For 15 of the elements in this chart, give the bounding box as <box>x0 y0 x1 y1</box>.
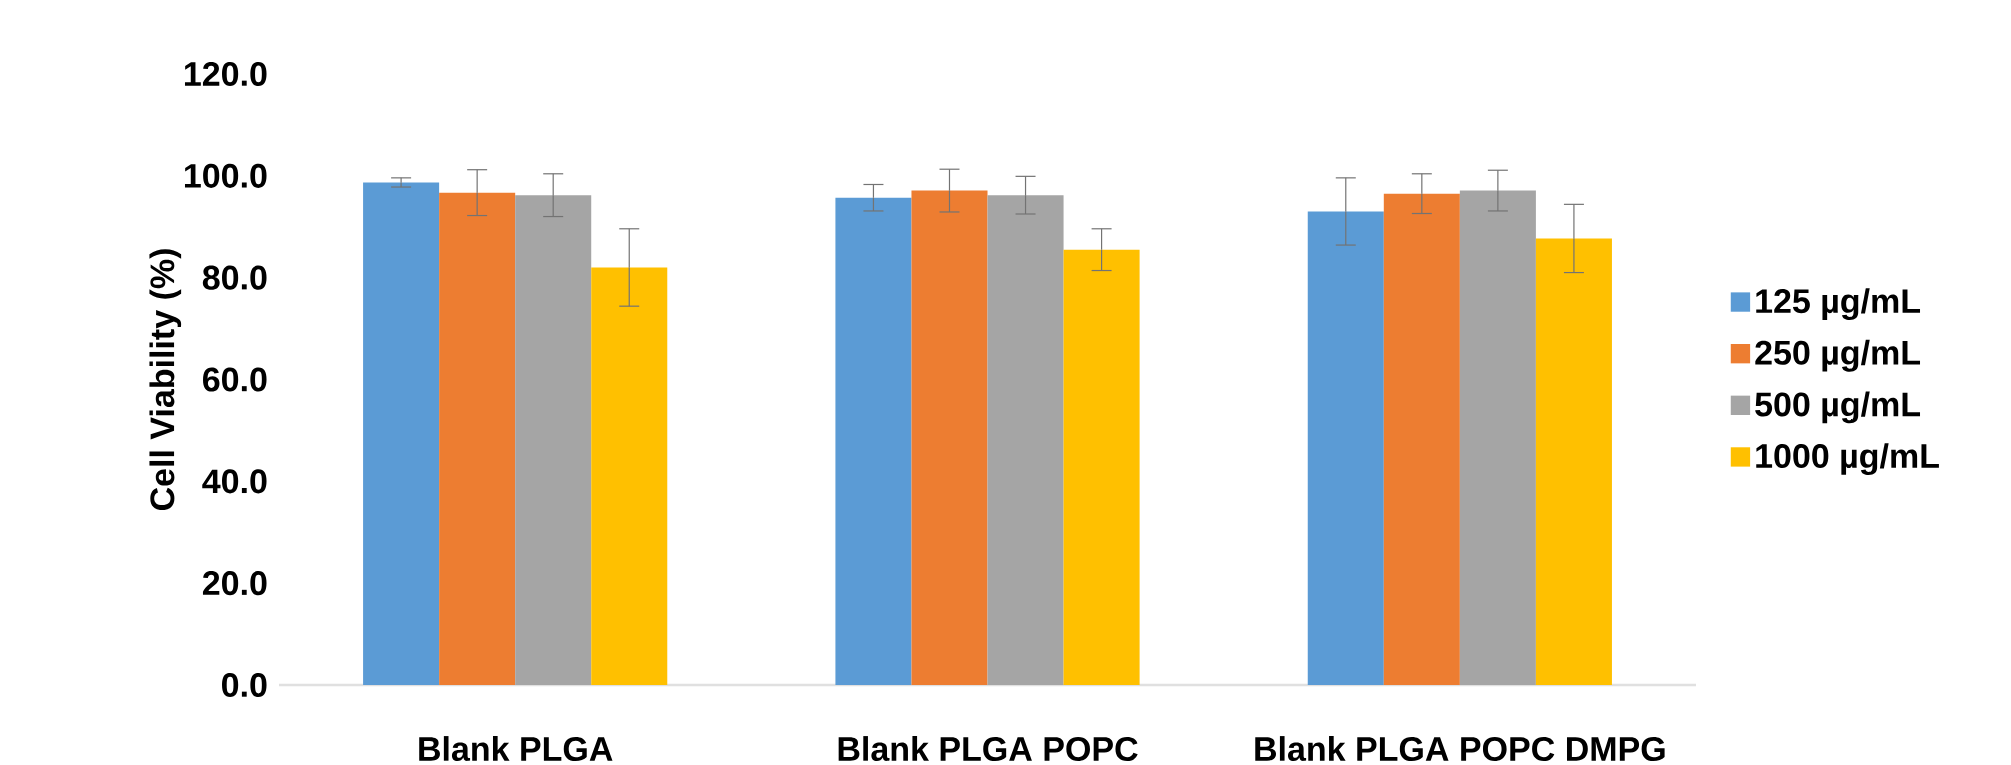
y-tick-label: 0.0 <box>222 672 267 698</box>
y-tick-label: 100.0 <box>184 163 267 188</box>
legend-label: 125 µg/mL <box>1756 288 1921 321</box>
y-tick-label: 60.0 <box>203 367 267 392</box>
y-tick-label: 80.0 <box>202 265 267 290</box>
y-tick-label: 20.0 <box>202 571 267 596</box>
y-tick-label: 40.0 <box>202 469 267 494</box>
y-tick-label: 120.0 <box>184 61 267 87</box>
legend-label: 250 µg/mL <box>1755 339 1921 372</box>
x-tick-label: Blank PLGA POPC <box>838 736 1138 762</box>
y-axis-title: Cell Viability (%) <box>149 249 182 511</box>
x-tick-label: Blank PLGA <box>419 736 613 762</box>
x-tick-label: Blank PLGA POPC DMPG <box>1255 736 1665 762</box>
legend-label: 1000 µg/mL <box>1756 443 1939 475</box>
legend-label: 500 µg/mL <box>1755 391 1921 424</box>
